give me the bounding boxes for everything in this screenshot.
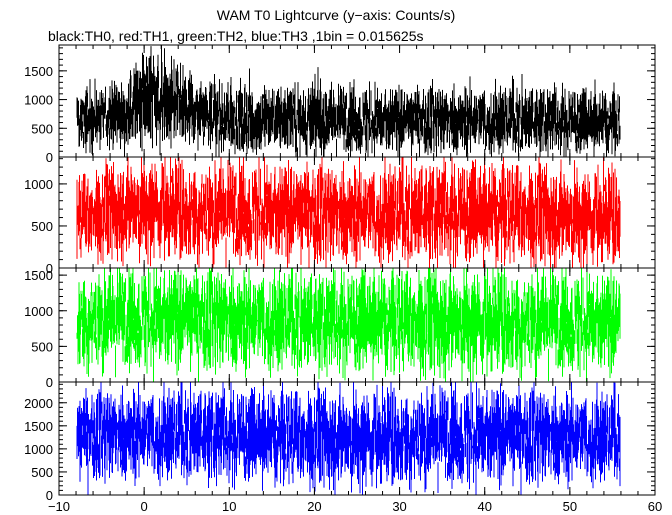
y-tick-label: 1000: [24, 93, 53, 108]
panel-th1: 0 500 1000: [24, 156, 656, 276]
y-tick-label: 1500: [24, 64, 53, 79]
x-tick-label: 10: [222, 499, 236, 514]
x-tick-label: 40: [477, 499, 491, 514]
y-tick-label: 1000: [24, 304, 53, 319]
y-tick-label: 500: [31, 121, 53, 136]
series-th2-trace: [76, 268, 621, 382]
y-tick-label: 1000: [24, 177, 53, 192]
series-th3-trace: [76, 382, 621, 495]
y-tick-label: 500: [31, 465, 53, 480]
series-th0-trace: [76, 45, 621, 157]
y-tick-label: 0: [46, 375, 53, 390]
y-tick-label: 500: [31, 339, 53, 354]
series-th1-trace: [76, 157, 621, 268]
chart-subtitle: black:TH0, red:TH1, green:TH2, blue:TH3 …: [48, 28, 424, 44]
y-tick-label: 0: [46, 261, 53, 276]
x-tick-label: 0: [141, 499, 148, 514]
x-tick-label: 20: [307, 499, 321, 514]
x-tick-label: 50: [563, 499, 577, 514]
panel-th3: 0 500 1000 1500 2000: [24, 381, 656, 503]
panel-th0: 0 500 1000 1500: [24, 44, 656, 165]
chart-title: WAM T0 Lightcurve (y−axis: Counts/s): [216, 7, 456, 23]
panel-th2: 0 500 1000 1500: [24, 267, 656, 390]
x-axis-labels: −10 0 10 20 30 40 50 60: [48, 499, 662, 514]
y-tick-label: 0: [46, 488, 53, 503]
y-tick-label: 0: [46, 150, 53, 165]
panel-frame: [58, 381, 656, 496]
x-tick-label: 30: [392, 499, 406, 514]
y-tick-label: 1500: [24, 419, 53, 434]
y-tick-label: 2000: [24, 396, 53, 411]
y-tick-label: 1000: [24, 442, 53, 457]
x-tick-label: −10: [48, 499, 70, 514]
y-tick-label: 500: [31, 219, 53, 234]
y-tick-label: 1500: [24, 268, 53, 283]
x-tick-label: 60: [648, 499, 662, 514]
